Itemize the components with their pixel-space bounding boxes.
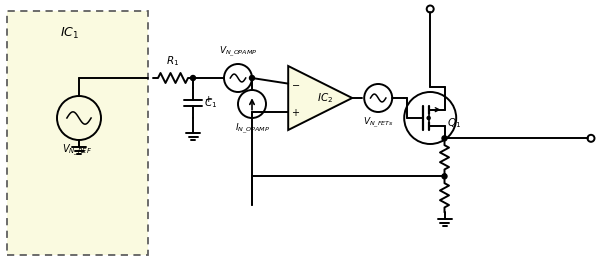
Circle shape (427, 117, 430, 120)
Text: $-$: $-$ (291, 79, 301, 89)
Text: $V_{N\_REF}$: $V_{N\_REF}$ (62, 143, 92, 158)
Circle shape (442, 174, 447, 179)
Circle shape (442, 136, 447, 141)
FancyBboxPatch shape (7, 11, 148, 255)
Text: $C_1$: $C_1$ (204, 96, 217, 110)
Text: $R_1$: $R_1$ (167, 54, 180, 68)
Circle shape (190, 76, 195, 81)
Text: $Q_1$: $Q_1$ (447, 116, 461, 130)
Text: $IC_2$: $IC_2$ (317, 91, 333, 105)
Text: $I_{N\_OPAMP}$: $I_{N\_OPAMP}$ (235, 122, 270, 136)
Text: $V_{N\_FETs}$: $V_{N\_FETs}$ (363, 116, 394, 130)
Polygon shape (288, 66, 352, 130)
Text: $V_{N\_OPAMP}$: $V_{N\_OPAMP}$ (219, 44, 257, 59)
Text: +: + (204, 96, 211, 105)
Text: $IC_1$: $IC_1$ (60, 25, 80, 41)
Text: $+$: $+$ (291, 107, 301, 118)
Circle shape (250, 76, 255, 81)
